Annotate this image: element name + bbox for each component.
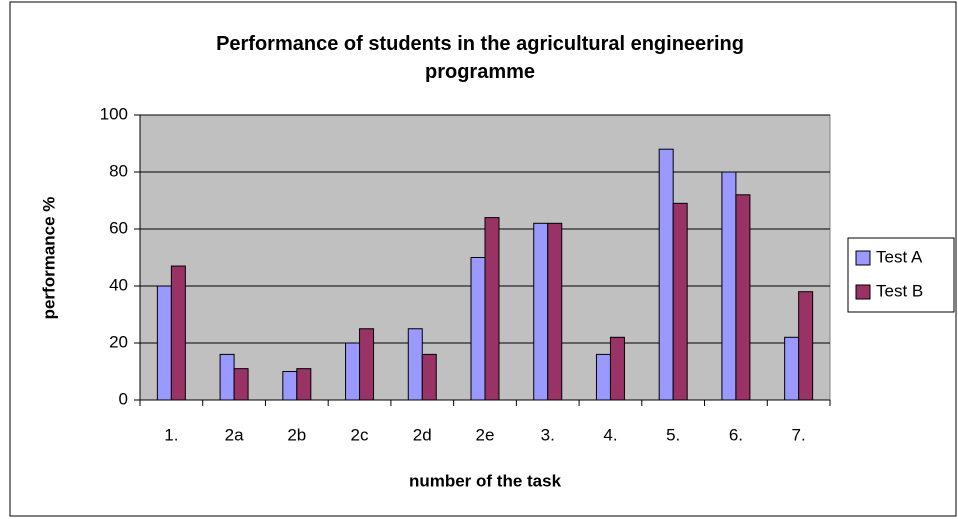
x-tick-label: 2c	[351, 425, 369, 444]
x-tick-label: 1.	[164, 425, 178, 444]
bar	[609, 336, 625, 401]
bar	[219, 353, 235, 401]
x-tick-label: 5.	[666, 425, 680, 444]
y-axis-label: performance %	[39, 197, 58, 320]
bar	[421, 353, 437, 401]
bar	[170, 265, 186, 401]
y-tick-label: 40	[109, 275, 128, 294]
x-tick-label: 2a	[225, 425, 244, 444]
x-tick-label: 3.	[541, 425, 555, 444]
x-tick-label: 2e	[476, 425, 495, 444]
legend-label: Test B	[876, 281, 923, 300]
legend-label: Test A	[876, 247, 923, 266]
x-tick-label: 7.	[792, 425, 806, 444]
x-tick-label: 6.	[729, 425, 743, 444]
bar	[533, 222, 549, 401]
bar	[470, 257, 486, 401]
bar	[735, 194, 751, 401]
bar	[672, 202, 688, 401]
bar	[233, 368, 249, 401]
bar	[407, 328, 423, 401]
bar	[359, 328, 375, 401]
legend-box	[847, 237, 955, 313]
x-tick-label: 2b	[287, 425, 306, 444]
chart-title: Performance of students in the agricultu…	[216, 33, 744, 83]
bar	[282, 371, 298, 401]
y-tick-label: 80	[109, 161, 128, 180]
bar	[547, 222, 563, 401]
bar	[595, 353, 611, 401]
bar	[658, 148, 674, 401]
x-axis-label: number of the task	[409, 471, 562, 490]
y-tick-label: 0	[119, 389, 128, 408]
bar	[784, 336, 800, 401]
x-tick-label: 2d	[413, 425, 432, 444]
x-tick-label: 4.	[603, 425, 617, 444]
bar	[721, 171, 737, 401]
bar	[156, 285, 172, 401]
legend-swatch	[855, 250, 871, 266]
y-tick-label: 100	[100, 104, 128, 123]
y-tick-label: 60	[109, 218, 128, 237]
y-tick-label: 20	[109, 332, 128, 351]
bar	[296, 368, 312, 401]
legend-swatch	[855, 284, 871, 300]
bar	[484, 217, 500, 401]
bar	[798, 291, 814, 401]
bar	[345, 342, 361, 401]
